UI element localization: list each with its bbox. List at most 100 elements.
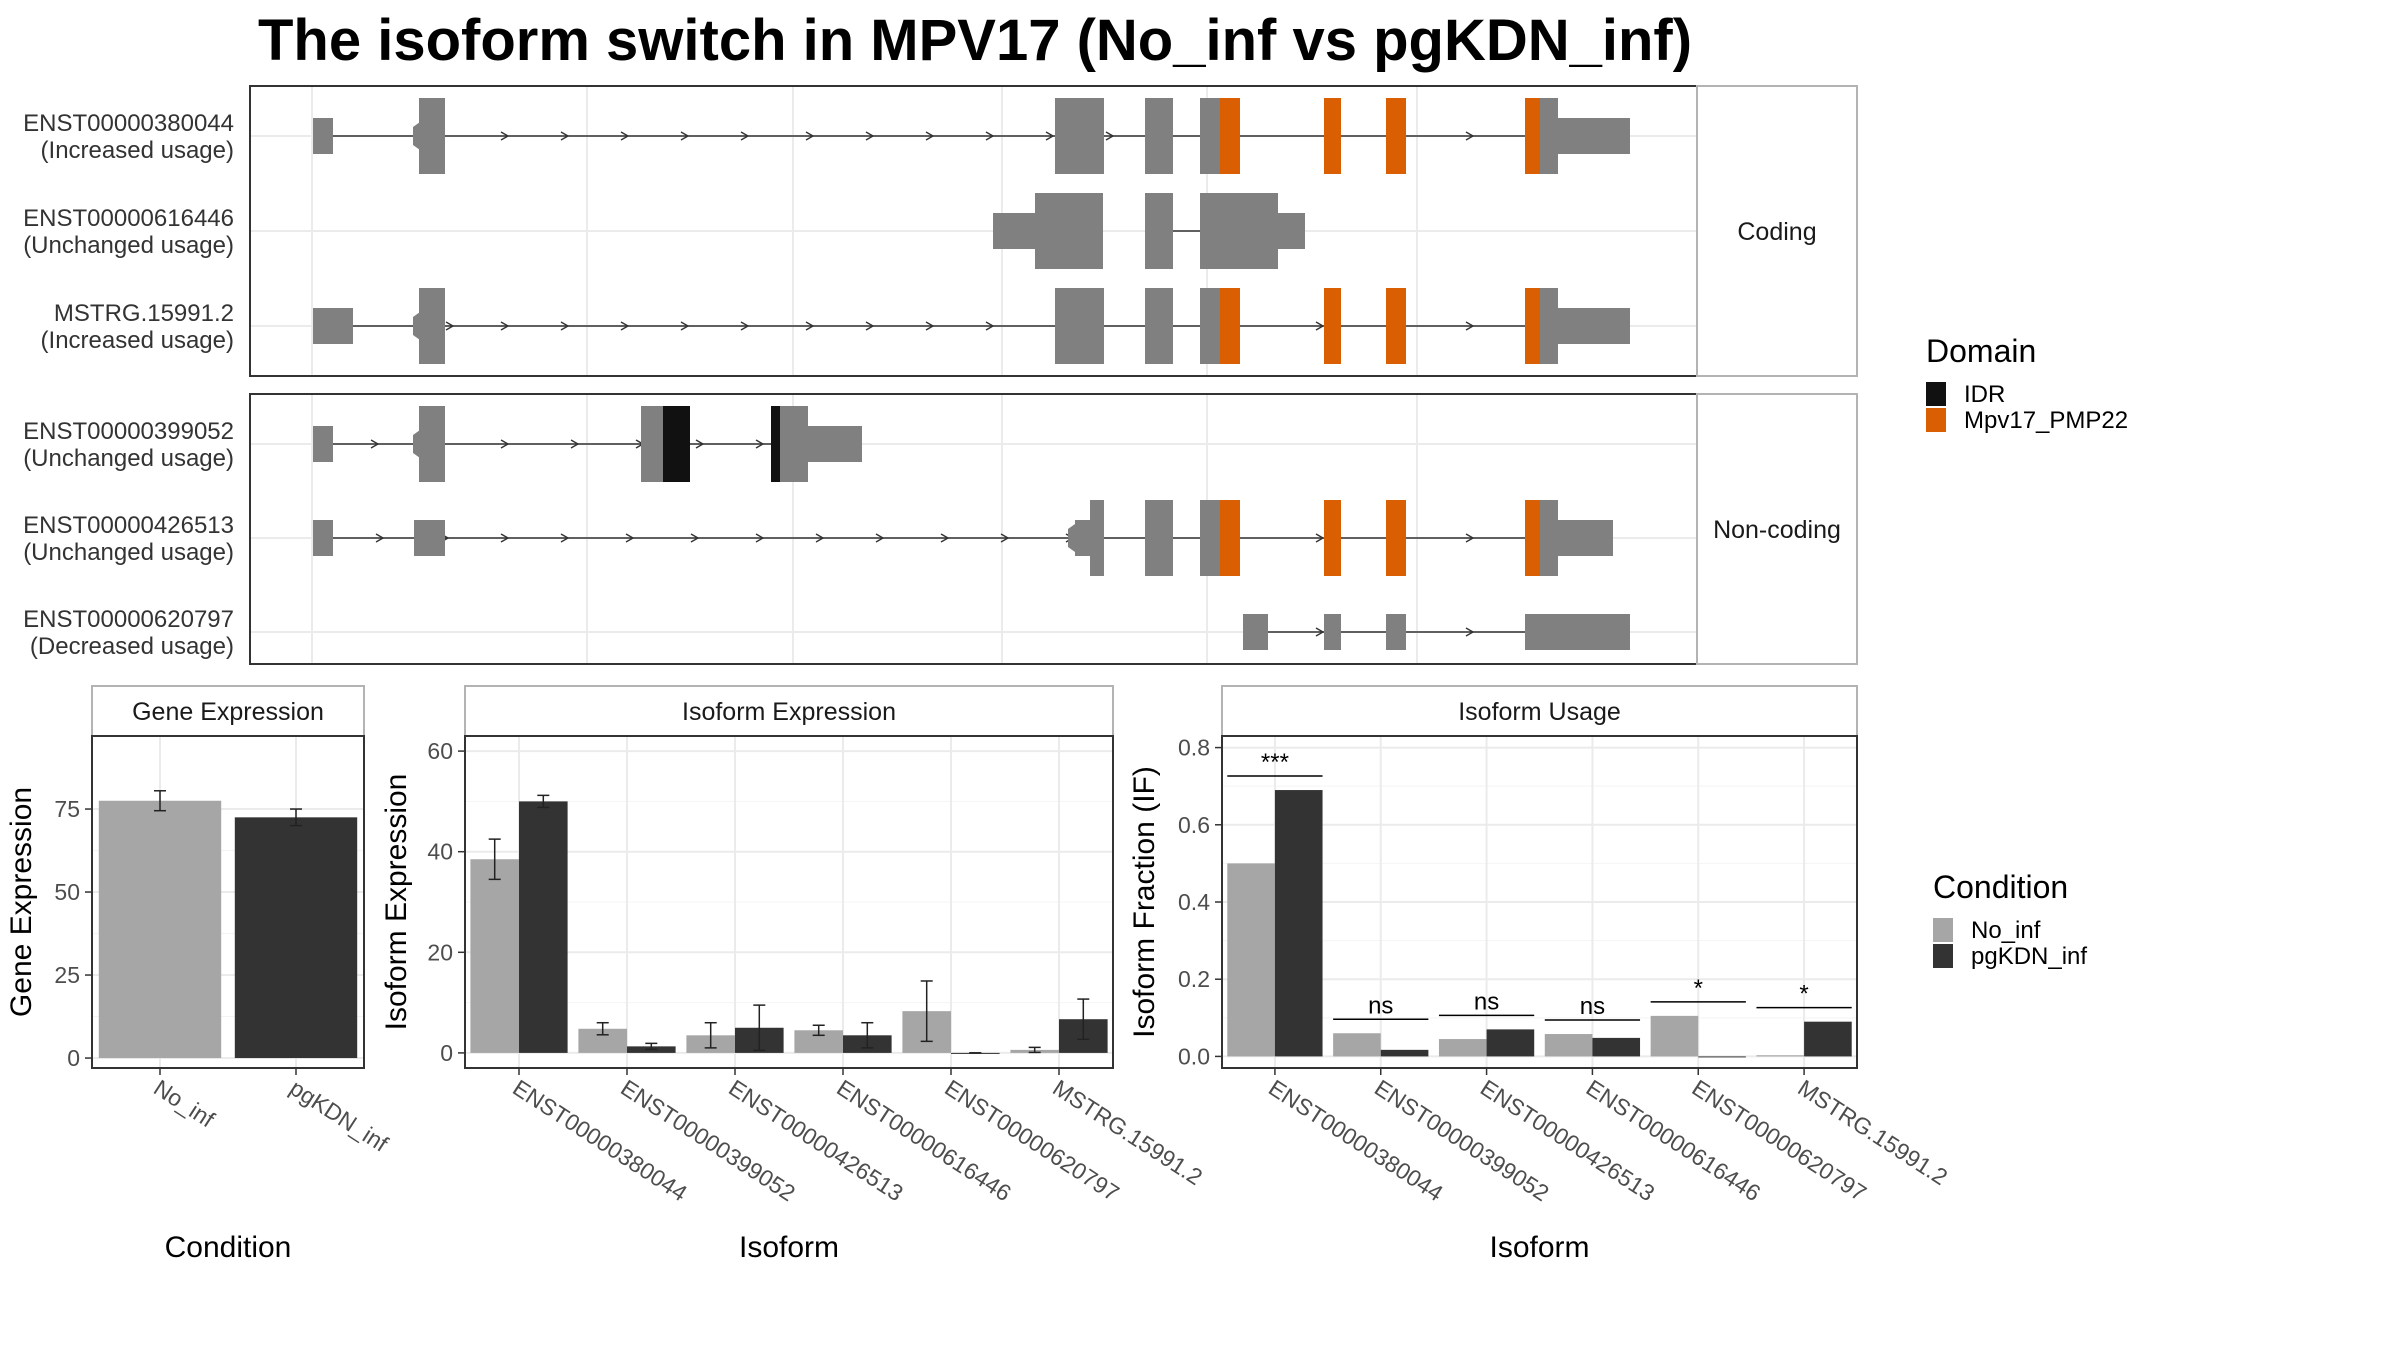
coding-exon [1055,98,1104,174]
x-tick-label: ENST00000616446 [832,1074,1016,1206]
utr-exon [1278,213,1305,249]
strand-arrow [740,321,750,331]
isoform-label-id: ENST00000620797 [23,606,234,633]
significance-label: *** [1261,749,1289,776]
isoform-label-id: ENST00000616446 [23,205,234,232]
x-tick-label: ENST00000620797 [940,1074,1124,1206]
utr-exon [993,213,1035,249]
y-tick-label: 0.0 [1178,1043,1210,1069]
y-tick-label: 20 [427,939,453,965]
bar-No_inf [1333,1033,1381,1057]
condition-legend-key [1933,918,1953,942]
utr-exon [1525,614,1630,650]
strand-arrow [805,321,815,331]
bar-No_inf [1756,1055,1805,1057]
condition-legend-label: pgKDN_inf [1971,943,2087,970]
utr-exon [808,426,862,462]
bar-No_inf [1544,1034,1593,1057]
y-tick-label: 25 [54,962,80,988]
condition-legend-label: No_inf [1971,917,2041,944]
y-axis-title: Isoform Fraction (IF) [1128,766,1161,1038]
y-tick-label: 0.2 [1178,966,1210,992]
mpv17-domain-block [1386,98,1406,174]
y-tick-label: 0.4 [1178,889,1210,915]
domain-legend-label: Mpv17_PMP22 [1964,407,2128,434]
coding-exon [419,98,445,174]
utr-exon [313,308,353,344]
bar-No_inf [1227,863,1275,1057]
panel-strip-label: Gene Expression [132,698,324,726]
bar-No_inf [794,1030,843,1053]
x-tick-label: ENST00000426513 [724,1074,908,1206]
isoform-track [313,98,1630,174]
strand-arrow [805,131,815,141]
coding-exon [1090,500,1104,576]
condition-legend-key [1933,944,1953,968]
strand-arrow [875,533,885,543]
strand-arrow [740,131,750,141]
mpv17-domain-block [1220,288,1240,364]
significance-label: * [1799,981,1808,1008]
isoform-usage-panel: Isoform Usage *** ns ns ns * * 0.0 0.2 0.4 0.6 0.8 E… [1128,685,1952,1264]
isoform-track [313,406,862,482]
gene-expression-panel: Gene Expression 0 25 50 75 No_inf pgKDN_inf Con… [5,685,393,1264]
strand-arrow [1315,533,1325,543]
mpv17-domain-block [1386,500,1406,576]
strand-arrow [690,533,700,543]
panel-strip [91,685,365,737]
mpv17-domain-block [1220,500,1240,576]
significance-label: * [1694,975,1703,1002]
strand-arrow [695,439,705,449]
y-tick-label: 0.6 [1178,812,1210,838]
y-tick-label: 0 [67,1045,80,1071]
exon-taper [1068,524,1075,552]
coding-exon [1035,193,1103,269]
panel-strip [1221,685,1858,737]
domain-legend-label: IDR [1964,381,2005,408]
y-tick-label: 0.8 [1178,735,1210,761]
facet-strip-label: Coding [1737,218,1816,246]
coding-exon [1540,98,1558,174]
structure-facet-coding: Coding [249,85,1858,377]
strand-arrow [560,321,570,331]
x-axis-title: Condition [165,1231,292,1264]
coding-exon [1540,500,1558,576]
x-tick-label: ENST00000620797 [1688,1074,1872,1206]
strand-arrow [680,131,690,141]
exon-taper [413,312,420,340]
isoform-label-usage: (Increased usage) [41,327,234,354]
bar-pgKDN_inf [1274,790,1323,1057]
bar-No_inf [1650,1015,1699,1057]
mpv17-domain-block [1324,288,1341,364]
strand-arrow [985,321,995,331]
x-tick-label: ENST00000399052 [1370,1074,1554,1206]
strand-arrow [375,533,385,543]
bar-pgKDN_inf [519,801,568,1053]
strand-arrow [570,439,580,449]
bar-pgKDN_inf [234,817,358,1059]
idr-domain-block [771,406,780,482]
coding-exon [1540,288,1558,364]
strand-arrow [1315,321,1325,331]
panel-border [464,735,1114,1069]
strand-arrow [500,131,510,141]
strand-arrow [985,131,995,141]
coding-exon [1145,500,1173,576]
strand-arrow [1000,533,1010,543]
isoform-label-usage: (Increased usage) [41,137,234,164]
utr-exon [1386,614,1406,650]
strand-arrow [500,439,510,449]
coding-exon [1200,193,1278,269]
utr-exon [1243,614,1268,650]
coding-exon [1200,500,1220,576]
mpv17-domain-block [1525,98,1540,174]
exon-taper [413,122,420,150]
coding-exon [419,406,445,482]
facet-strip [1696,393,1858,665]
y-tick-label: 50 [54,879,80,905]
bar-pgKDN_inf [1592,1037,1641,1057]
coding-exon [1145,193,1173,269]
